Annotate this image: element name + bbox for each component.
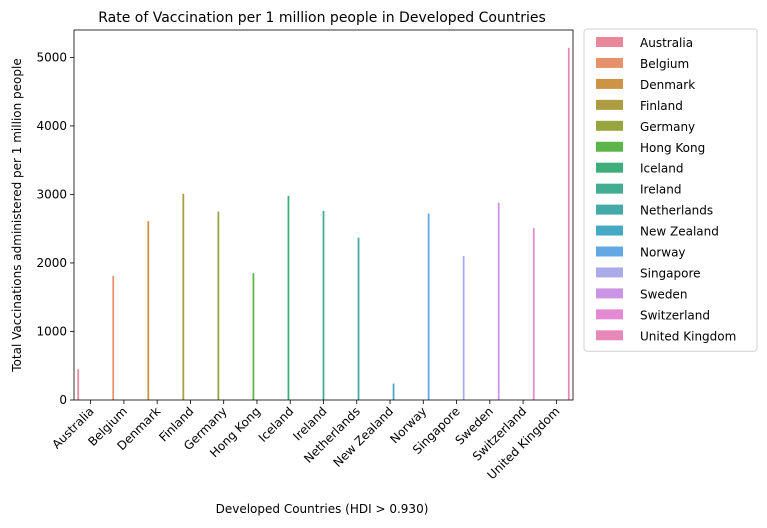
bar-united-kingdom-15 xyxy=(567,47,570,401)
legend-label: Belgium xyxy=(640,57,689,71)
legend-swatch xyxy=(596,309,623,320)
legend-label: Germany xyxy=(640,120,695,134)
legend-swatch xyxy=(596,99,623,110)
bar-germany-5 xyxy=(217,211,220,400)
y-axis-label: Total Vaccinations administered per 1 mi… xyxy=(10,58,24,372)
legend-swatch xyxy=(596,204,623,215)
legend-swatch xyxy=(596,162,623,173)
legend-box xyxy=(583,28,758,352)
bar-singapore-12 xyxy=(462,256,465,400)
legend-label: Norway xyxy=(640,246,686,260)
bar-netherlands-9 xyxy=(357,237,360,400)
legend-label: Sweden xyxy=(640,287,687,301)
y-tick-label: 4000 xyxy=(36,119,67,133)
legend-label: Australia xyxy=(640,36,693,50)
legend-swatch xyxy=(596,330,623,341)
legend-swatch xyxy=(596,57,623,68)
legend-label: Denmark xyxy=(640,78,695,92)
legend-label: Singapore xyxy=(640,266,701,280)
legend-swatch xyxy=(596,183,623,194)
bar-denmark-3 xyxy=(147,221,150,400)
legend-label: Iceland xyxy=(640,162,683,176)
y-tick-label: 1000 xyxy=(36,324,67,338)
x-tick-label: Iceland xyxy=(256,404,297,445)
legend-swatch xyxy=(596,141,623,152)
bar-belgium-2 xyxy=(112,275,115,400)
x-axis-label: Developed Countries (HDI > 0.930) xyxy=(216,502,429,516)
chart-title: Rate of Vaccination per 1 million people… xyxy=(98,10,546,26)
bar-hong-kong-6 xyxy=(252,273,255,400)
bar-switzerland-14 xyxy=(532,228,535,400)
bar-finland-4 xyxy=(182,193,185,400)
y-tick-label: 0 xyxy=(59,393,67,407)
bar-ireland-8 xyxy=(322,210,325,400)
legend-label: New Zealand xyxy=(640,225,719,239)
legend-label: United Kingdom xyxy=(640,329,736,343)
bar-iceland-7 xyxy=(287,195,290,400)
legend-label: Hong Kong xyxy=(640,141,705,155)
bar-norway-11 xyxy=(427,213,430,400)
legend-swatch xyxy=(596,246,623,257)
legend-swatch xyxy=(596,78,623,89)
bar-australia-1 xyxy=(77,369,80,400)
legend-swatch xyxy=(596,120,623,131)
x-tick-label: New Zealand xyxy=(330,404,396,470)
bar-new-zealand-10 xyxy=(392,383,395,400)
legend-label: Switzerland xyxy=(640,308,710,322)
y-tick-label: 5000 xyxy=(36,50,67,64)
y-tick-label: 3000 xyxy=(36,187,67,201)
legend-label: Ireland xyxy=(640,183,682,197)
legend-swatch xyxy=(596,267,623,278)
legend-swatch xyxy=(596,37,623,47)
legend-label: Netherlands xyxy=(640,204,713,218)
bar-sweden-13 xyxy=(497,202,500,400)
legend-swatch xyxy=(596,225,623,236)
y-tick-label: 2000 xyxy=(36,256,67,270)
legend-label: Finland xyxy=(640,99,683,113)
legend-swatch xyxy=(596,288,623,299)
